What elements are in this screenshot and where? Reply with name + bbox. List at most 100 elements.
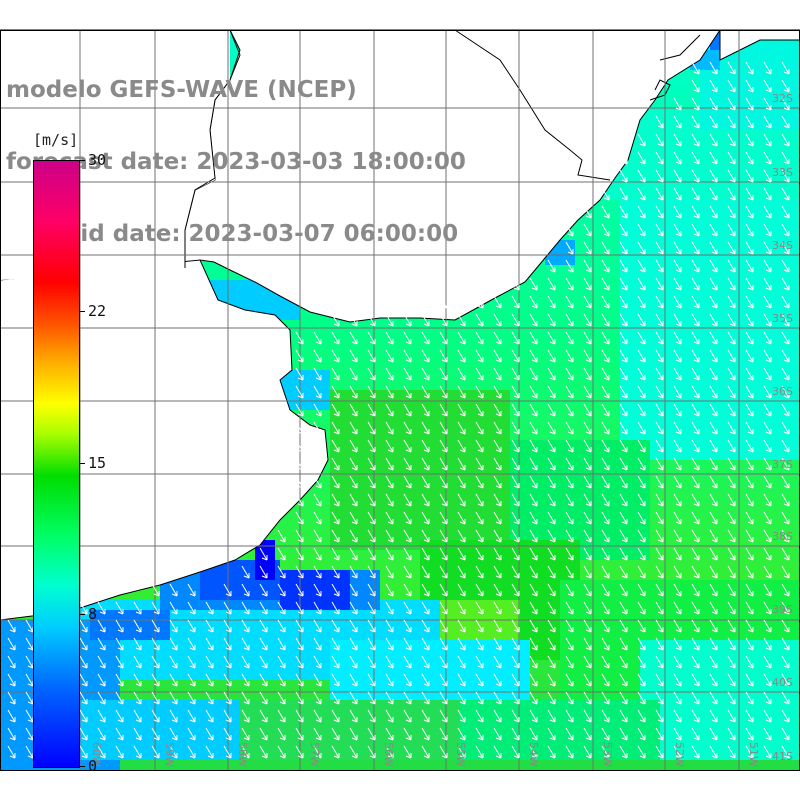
wind-arrow [151, 583, 160, 597]
wind-arrow [349, 619, 358, 633]
wind-arrow [313, 331, 322, 345]
wind-arrow [277, 655, 286, 669]
wind-arrow [169, 619, 178, 633]
wind-arrow [313, 511, 322, 525]
wind-arrow [565, 349, 574, 363]
wind-arrow [295, 349, 304, 363]
wind-arrow [565, 601, 574, 615]
lat-label: 35S [772, 312, 793, 325]
wind-arrow [313, 709, 322, 723]
wind-arrow [295, 727, 304, 741]
colorbar-unit: [m/s] [33, 131, 79, 149]
wind-arrow [727, 547, 736, 561]
wind-arrow [691, 241, 700, 255]
wind-arrow [313, 673, 322, 687]
wind-arrow [241, 655, 250, 669]
lat-label: 36S [772, 385, 793, 398]
wind-arrow [673, 169, 682, 183]
wind-arrow [439, 385, 448, 399]
wind-arrow [745, 547, 754, 561]
wind-arrow [493, 295, 502, 309]
wind-arrow [277, 709, 286, 723]
wind-arrow [385, 583, 394, 597]
wind-arrow [385, 403, 394, 417]
wind-arrow [745, 295, 754, 309]
wind-arrow [295, 511, 304, 525]
wind-arrow [691, 439, 700, 453]
wind-arrow [655, 475, 664, 489]
wind-arrow [403, 313, 412, 327]
wind-arrow [763, 619, 772, 633]
wind-arrow [439, 637, 448, 651]
wind-arrow [223, 691, 232, 705]
wind-arrow [763, 637, 772, 651]
wind-arrow [745, 601, 754, 615]
wind-arrow [313, 421, 322, 435]
wind-arrow [457, 745, 466, 759]
wind-arrow [259, 565, 268, 579]
wind-arrow [511, 529, 520, 543]
wind-arrow [421, 619, 430, 633]
wind-arrow [781, 223, 790, 237]
wind-arrow [547, 421, 556, 435]
wind-arrow [97, 655, 106, 669]
longitude-labels: 60W 59W 58W 57W 56W 55W 54W 53W 52W 51W [90, 742, 760, 767]
wind-arrow [691, 169, 700, 183]
wind-arrow [709, 313, 718, 327]
wind-arrow [367, 565, 376, 579]
wind-arrow [331, 403, 340, 417]
wind-arrow [763, 187, 772, 201]
wind-arrow [763, 331, 772, 345]
wind-arrow [637, 277, 646, 291]
wind-arrow [691, 619, 700, 633]
lon-label: 53W [601, 742, 614, 767]
wind-arrow [583, 241, 592, 255]
wind-arrow [583, 259, 592, 273]
wind-arrow [529, 529, 538, 543]
wind-arrow [439, 421, 448, 435]
wind-arrow [349, 547, 358, 561]
wind-arrow [277, 691, 286, 705]
wind-arrow [637, 403, 646, 417]
wind-arrow [169, 637, 178, 651]
lat-label: 41S [772, 750, 793, 763]
wind-arrow [601, 619, 610, 633]
wind-arrow [619, 277, 628, 291]
wind-arrow [259, 709, 268, 723]
wind-arrow [709, 727, 718, 741]
wind-arrow [475, 493, 484, 507]
wind-arrow [493, 655, 502, 669]
wind-arrow [421, 727, 430, 741]
wind-arrow [511, 367, 520, 381]
wind-arrow [367, 583, 376, 597]
wind-arrow [205, 709, 214, 723]
wind-arrow [313, 727, 322, 741]
wind-arrow [439, 583, 448, 597]
wind-arrow [439, 475, 448, 489]
wind-arrow [547, 565, 556, 579]
wind-arrow [331, 349, 340, 363]
wind-arrow [583, 691, 592, 705]
wind-arrow [547, 691, 556, 705]
wind-arrow [565, 241, 574, 255]
wind-arrow [673, 115, 682, 129]
wind-arrow [205, 727, 214, 741]
wind-arrow [367, 511, 376, 525]
colorbar-tickmark [79, 311, 85, 312]
wind-arrow [511, 637, 520, 651]
wind-arrow [475, 637, 484, 651]
wind-arrow [313, 385, 322, 399]
colorbar-tick-label: 0 [88, 757, 98, 775]
wind-arrow [781, 583, 790, 597]
wind-arrow [745, 349, 754, 363]
wind-arrow [763, 457, 772, 471]
wind-arrow [349, 673, 358, 687]
wind-arrow [727, 169, 736, 183]
wind-arrow [79, 727, 88, 741]
lon-label: 59W [163, 742, 176, 767]
wind-arrow [673, 223, 682, 237]
wind-arrow [241, 673, 250, 687]
wind-arrow [691, 709, 700, 723]
wind-arrow [403, 511, 412, 525]
wind-arrow [223, 727, 232, 741]
